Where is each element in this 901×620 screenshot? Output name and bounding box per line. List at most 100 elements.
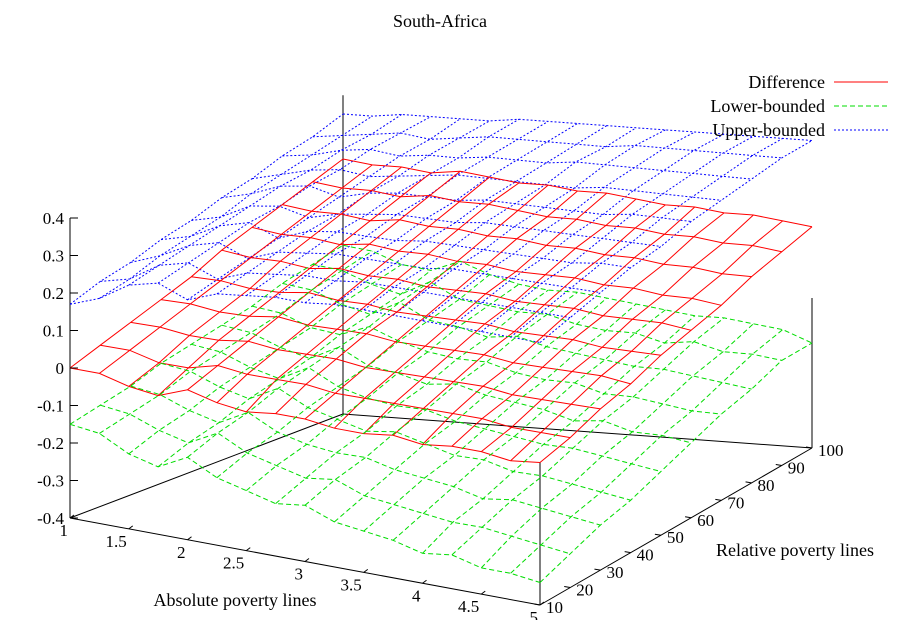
y-tick-label: 100	[818, 441, 844, 460]
mesh-line-x	[69, 244, 344, 425]
mesh-line-x	[275, 289, 549, 504]
mesh-line-x	[187, 118, 461, 301]
x-axis-label: Absolute poverty lines	[154, 590, 317, 610]
x-tick-label: 4	[412, 586, 421, 605]
mesh-line-x	[304, 291, 578, 506]
mesh-line-y	[100, 262, 571, 319]
z-tick-label: -0.1	[37, 397, 64, 416]
mesh-line-x	[128, 264, 402, 455]
mesh-line-x	[480, 323, 754, 569]
y-tick-mark	[685, 516, 692, 519]
mesh-line-y	[191, 343, 662, 472]
mesh-line-x	[216, 274, 490, 479]
mesh-line-x	[304, 123, 578, 304]
mesh-line-x	[539, 342, 813, 583]
x-tick-label: 1.5	[106, 532, 127, 551]
legend: Difference Lower-bounded Upper-bounded	[710, 72, 888, 140]
mesh-line-x	[245, 182, 520, 413]
z-tick-label: -0.4	[37, 509, 64, 528]
mesh-line-x	[187, 170, 461, 391]
x-tick-label: 4.5	[458, 597, 479, 616]
mesh-line-y	[342, 158, 813, 228]
mesh-line-y	[312, 132, 782, 159]
mesh-line-y	[191, 205, 661, 247]
mesh-line-x	[216, 176, 490, 404]
mesh-line-x	[99, 164, 373, 374]
x-tick-mark	[422, 579, 427, 584]
tick-labels: 0.4 0.3 0.2 0.1 0 -0.1 -0.2 -0.3 -0.41 1.5 2 2.5 3 3.…	[37, 209, 843, 620]
mesh-line-x	[539, 140, 813, 343]
y-tick-label: 30	[606, 563, 623, 582]
mesh-line-x	[539, 226, 813, 463]
mesh-line-y	[282, 204, 752, 278]
surface-difference	[69, 158, 813, 463]
x-tick-mark	[480, 590, 486, 595]
x-tick-mark	[245, 547, 251, 552]
mesh-line-x	[99, 115, 373, 299]
mesh-line-x	[363, 303, 637, 532]
mesh-line-y	[282, 148, 752, 180]
y-tick-mark	[594, 568, 601, 571]
mesh-line-x	[99, 250, 373, 434]
y-tick-label: 60	[697, 511, 714, 530]
y-tick-label: 50	[667, 528, 684, 547]
legend-label-upper-bounded: Upper-bounded	[712, 120, 825, 140]
x-tick-label: 3.5	[341, 575, 362, 594]
legend-label-difference: Difference	[748, 72, 825, 92]
x-tick-mark	[304, 558, 310, 562]
mesh-line-x	[187, 260, 461, 458]
y-tick-label: 80	[758, 476, 775, 495]
y-tick-label: 90	[788, 458, 805, 477]
surfaces	[69, 113, 813, 583]
surface-lower-bounded	[69, 244, 813, 583]
mesh-line-y	[160, 222, 631, 269]
x-tick-label: 2	[177, 543, 186, 562]
y-tick-label: 70	[727, 493, 744, 512]
y-tick-label: 20	[576, 581, 593, 600]
x-tick-label: 1	[60, 521, 69, 540]
mesh-line-x	[128, 166, 402, 387]
mesh-line-x	[304, 190, 578, 420]
y-tick-mark	[745, 481, 752, 484]
y-tick-mark	[775, 463, 782, 466]
z-tick-label: 0	[56, 359, 65, 378]
chart-title: South-Africa	[393, 11, 487, 31]
mesh-line-x	[422, 206, 696, 445]
mesh-line-y	[69, 367, 541, 463]
mesh-line-y	[130, 242, 601, 294]
y-tick-mark	[564, 586, 571, 589]
mesh-line-y	[251, 305, 722, 415]
x-tick-mark	[69, 514, 75, 519]
y-tick-mark	[533, 603, 541, 606]
mesh-line-y	[221, 185, 692, 222]
mesh-line-x	[392, 309, 666, 541]
mesh-line-x	[245, 283, 520, 491]
z-tick-label: 0.1	[43, 322, 64, 341]
mesh-line-x	[69, 113, 344, 305]
y-tick-mark	[654, 533, 661, 536]
mesh-line-x	[392, 204, 666, 436]
z-tick-label: 0.3	[43, 247, 64, 266]
x-tick-label: 2.5	[223, 554, 244, 573]
x-tick-label: 3	[295, 565, 304, 584]
mesh-line-x	[510, 220, 784, 462]
mesh-line-x	[451, 133, 725, 327]
mesh-line-y	[342, 244, 813, 344]
mesh-line-x	[275, 184, 549, 414]
mesh-line-x	[334, 192, 608, 429]
mesh-line-y	[160, 362, 631, 501]
z-tick-label: 0.2	[43, 284, 64, 303]
mesh-line-x	[128, 114, 402, 286]
x-tick-mark	[539, 601, 545, 606]
x-tick-label: 5	[530, 608, 539, 620]
mesh-line-x	[157, 116, 432, 284]
mesh-line-y	[100, 404, 571, 555]
mesh-line-x	[451, 212, 725, 447]
mesh-line-y	[130, 385, 601, 526]
y-tick-label: 10	[546, 598, 563, 617]
mesh-line-y	[282, 282, 752, 390]
y-tick-label: 40	[637, 546, 654, 565]
mesh-line-x	[334, 297, 608, 523]
x-tick-mark	[128, 525, 134, 530]
